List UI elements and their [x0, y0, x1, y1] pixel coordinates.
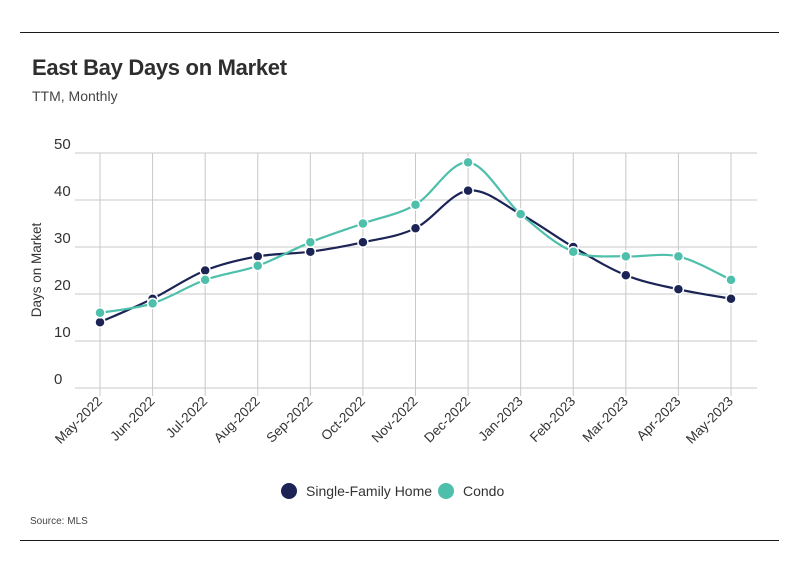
x-tick-label: Aug-2022 [211, 394, 263, 446]
single-family-home-point [409, 222, 422, 234]
grid-layer [75, 152, 757, 396]
single-family-home-point [725, 292, 737, 305]
series-layer [94, 156, 737, 328]
legend: Single-Family Home Condo [281, 483, 504, 499]
legend-marker [281, 483, 297, 499]
y-tick-label: 40 [54, 183, 71, 200]
legend-label: Condo [463, 483, 504, 499]
condo-point [409, 198, 422, 211]
x-tick-label: May-2022 [52, 394, 105, 447]
x-tick-label: Nov-2022 [369, 394, 421, 446]
legend-marker [438, 483, 454, 499]
x-tick-label: Sep-2022 [263, 394, 315, 446]
condo-point [620, 250, 632, 263]
chart-title: East Bay Days on Market [32, 55, 287, 80]
legend-label: Single-Family Home [306, 483, 432, 499]
x-tick-label: Jan-2023 [475, 394, 525, 444]
condo-point [672, 250, 685, 263]
x-tick-label: Oct-2022 [318, 394, 368, 444]
x-tick-label: Apr-2023 [634, 394, 684, 444]
y-tick-label: 20 [54, 277, 71, 294]
x-tick-label: Jun-2022 [107, 394, 157, 444]
single-family-home-point [94, 316, 106, 328]
y-tick-label: 30 [54, 230, 71, 247]
condo-point [725, 274, 737, 286]
condo-point [462, 156, 474, 169]
x-tick-label: Feb-2023 [527, 394, 578, 445]
condo-point [146, 297, 159, 310]
single-family-home-point [672, 283, 685, 296]
condo-point [252, 260, 264, 272]
single-family-home-point [304, 245, 317, 258]
single-family-home-point [462, 184, 474, 197]
single-family-home-point [199, 264, 211, 277]
bottom-rule [20, 540, 779, 541]
condo-point [357, 217, 369, 230]
single-family-home-point [620, 269, 632, 281]
condo-point [199, 274, 211, 286]
y-axis-label: Days on Market [29, 222, 44, 317]
x-tick-label: Dec-2022 [421, 394, 473, 446]
condo-point [94, 307, 106, 319]
y-tick-label: 0 [54, 371, 62, 388]
legend-item-condo: Condo [438, 483, 504, 499]
chart-subtitle: TTM, Monthly [32, 88, 118, 104]
y-tick-labels: 0 10 20 30 40 50 [54, 136, 71, 388]
source-note: Source: MLS [30, 516, 88, 527]
series-condo [94, 156, 737, 319]
top-rule [20, 32, 779, 33]
x-tick-label: May-2023 [683, 394, 736, 447]
x-tick-label: Mar-2023 [579, 394, 630, 445]
x-tick-label: Jul-2022 [163, 394, 210, 441]
single-family-home-point [357, 236, 369, 249]
condo-point [514, 208, 527, 220]
x-tick-labels: May-2022 Jun-2022 Jul-2022 Aug-2022 Sep-2022… [52, 394, 736, 447]
single-family-home-point [252, 250, 264, 263]
condo-point [304, 236, 317, 249]
y-tick-label: 10 [54, 324, 71, 341]
condo-point [567, 245, 579, 258]
y-tick-label: 50 [54, 136, 71, 153]
legend-item-single-family-home: Single-Family Home [281, 483, 432, 499]
